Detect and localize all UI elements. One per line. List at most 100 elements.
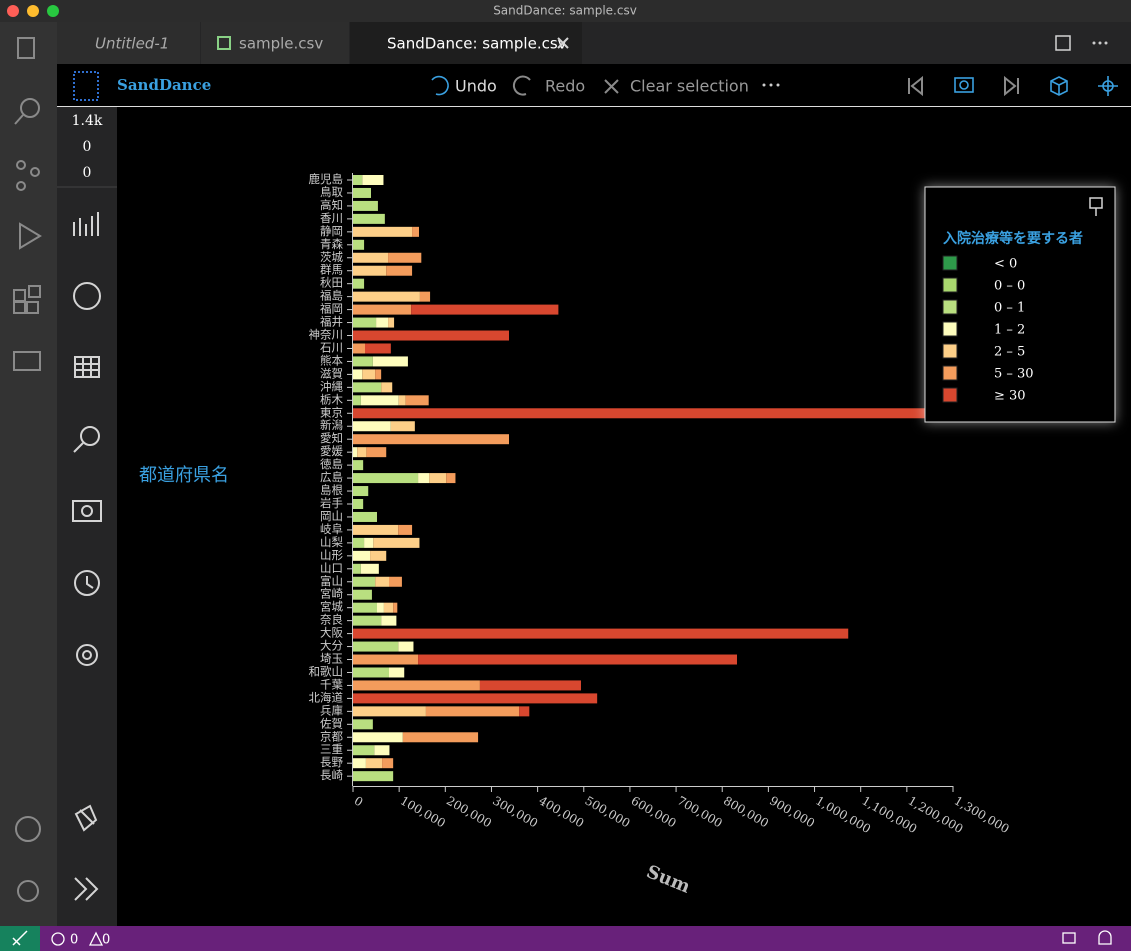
- y-tick-label: 長野: [320, 755, 343, 769]
- bar-segment: [418, 473, 430, 484]
- color-icon[interactable]: [73, 282, 101, 310]
- y-tick-label: 福岡: [320, 302, 343, 316]
- accounts-icon[interactable]: [15, 816, 41, 842]
- brand: SandDance: [117, 76, 211, 94]
- bar-segment: [390, 421, 415, 432]
- history-icon[interactable]: [74, 570, 100, 596]
- bar-segment: [374, 745, 390, 756]
- clear-selection[interactable]: Clear selection: [630, 77, 749, 96]
- next-snapshot[interactable]: [1004, 75, 1019, 97]
- split-editor[interactable]: [1055, 35, 1071, 51]
- legend-swatch: [942, 277, 958, 293]
- snapshot[interactable]: [954, 77, 974, 93]
- bar-segment: [353, 304, 412, 315]
- maximize-button[interactable]: [47, 5, 59, 17]
- explorer-icon[interactable]: [17, 37, 35, 59]
- chart-icon[interactable]: [73, 212, 99, 236]
- undo-icon[interactable]: [431, 75, 449, 96]
- bar-segment: [479, 680, 581, 691]
- feedback-icon[interactable]: [1062, 932, 1076, 944]
- y-tick-label: 石川: [320, 340, 343, 354]
- fit-view[interactable]: [1098, 76, 1118, 96]
- legend-label: 0 – 1: [994, 301, 1025, 316]
- y-tick-label: 福島: [320, 289, 343, 303]
- y-tick-label: 鹿児島: [309, 172, 344, 186]
- bar-segment: [364, 537, 374, 548]
- y-tick-label: 栃木: [320, 392, 343, 406]
- bar-segment: [386, 265, 413, 276]
- legend-label: 0 – 0: [994, 279, 1025, 294]
- close-button[interactable]: [7, 5, 19, 17]
- y-tick-label: 滋賀: [320, 366, 343, 380]
- bar-segment: [353, 654, 419, 665]
- settings-icon[interactable]: [17, 880, 39, 902]
- bar-segment: [376, 317, 389, 328]
- pin-icon[interactable]: [74, 804, 98, 832]
- redo-button[interactable]: Redo: [545, 77, 585, 96]
- bar-segment: [353, 343, 365, 354]
- legend-label: 2 – 5: [994, 345, 1025, 360]
- toolbar-more[interactable]: [762, 83, 780, 87]
- prev-snapshot[interactable]: [908, 75, 923, 97]
- close-tab[interactable]: [557, 37, 569, 49]
- bar-segment: [373, 537, 420, 548]
- error-icon: [51, 932, 65, 946]
- bar-segment: [353, 213, 385, 224]
- y-tick-label: 山梨: [320, 535, 343, 549]
- bar-segment: [389, 667, 405, 678]
- bar-segment: [353, 239, 365, 250]
- bar-segment: [353, 356, 373, 367]
- y-tick-label: 大分: [320, 639, 343, 653]
- legend-edit[interactable]: [1089, 197, 1103, 216]
- tab[interactable]: [57, 22, 200, 64]
- legend-title: 入院治療等を要する者: [943, 230, 1083, 247]
- bar-segment: [446, 473, 456, 484]
- y-tick-label: 神奈川: [309, 328, 344, 342]
- bar-segment: [372, 356, 408, 367]
- notifications-icon[interactable]: [1098, 930, 1112, 945]
- bar-segment: [360, 563, 379, 574]
- tab[interactable]: [201, 22, 349, 64]
- undo-button[interactable]: Undo: [455, 77, 497, 96]
- error-count[interactable]: 0: [70, 933, 78, 948]
- y-tick-label: 島根: [320, 483, 343, 497]
- y-tick-label: 和歌山: [309, 664, 344, 678]
- warning-count[interactable]: 0: [102, 933, 110, 948]
- 3d-view[interactable]: [1050, 76, 1068, 96]
- remote-icon: [12, 930, 28, 946]
- tab-label: Untitled-1: [95, 35, 169, 53]
- collapse-icon[interactable]: [74, 877, 99, 901]
- bar-segment: [353, 771, 394, 782]
- bar-segment: [366, 447, 387, 458]
- data-icon[interactable]: [74, 356, 100, 378]
- snapshot-icon[interactable]: [72, 500, 102, 522]
- y-tick-label: 沖縄: [320, 379, 343, 393]
- y-tick-label: 長崎: [320, 768, 343, 782]
- y-tick-label: 岐阜: [320, 522, 343, 536]
- debug-icon[interactable]: [19, 222, 42, 250]
- tab-active[interactable]: [350, 22, 582, 64]
- y-tick-label: 兵庫: [320, 703, 343, 717]
- clear-icon[interactable]: [604, 79, 619, 94]
- bar-segment: [353, 758, 366, 769]
- bar-segment: [353, 563, 361, 574]
- remote-icon[interactable]: [13, 351, 41, 371]
- settings-icon[interactable]: [76, 644, 98, 666]
- legend-label: 5 – 30: [994, 367, 1034, 382]
- y-tick-label: 三重: [320, 742, 343, 756]
- y-tick-label: 愛媛: [320, 444, 343, 458]
- y-tick-label: 岩手: [320, 496, 343, 510]
- bar-segment: [353, 706, 426, 717]
- scm-icon[interactable]: [16, 160, 26, 170]
- bar-segment: [353, 317, 377, 328]
- activity-bar: [0, 22, 57, 926]
- minimize-button[interactable]: [27, 5, 39, 17]
- more-actions[interactable]: [1092, 41, 1108, 45]
- bar-segment: [353, 330, 509, 341]
- search-icon[interactable]: [80, 426, 100, 446]
- redo-icon[interactable]: [512, 75, 531, 96]
- bar-segment: [382, 758, 394, 769]
- search-icon[interactable]: [20, 98, 40, 118]
- legend-swatch: [942, 343, 958, 359]
